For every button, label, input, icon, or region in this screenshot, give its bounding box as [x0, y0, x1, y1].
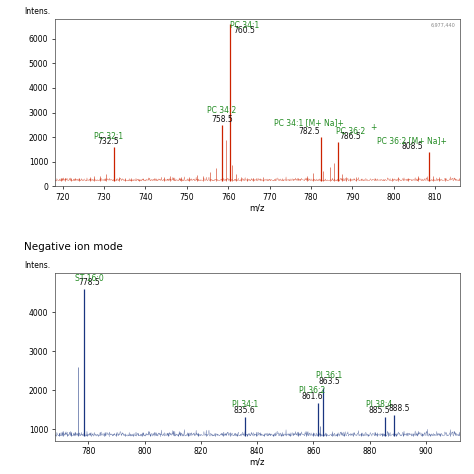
Text: 861.6: 861.6 [301, 392, 323, 401]
Text: Intens.: Intens. [24, 261, 50, 270]
Text: 885.5: 885.5 [369, 406, 391, 415]
Text: PC 36:2: PC 36:2 [336, 127, 365, 136]
Text: 778.5: 778.5 [79, 278, 100, 287]
Text: ST 16:0: ST 16:0 [75, 274, 104, 283]
X-axis label: m/z: m/z [249, 457, 265, 466]
Text: PI 36:2: PI 36:2 [299, 386, 326, 395]
Text: PI 38:4: PI 38:4 [366, 400, 392, 409]
Text: 808.5: 808.5 [401, 142, 423, 151]
Text: Negative ion mode: Negative ion mode [24, 242, 123, 252]
Text: PC 36:2 [M+ Na]+: PC 36:2 [M+ Na]+ [377, 136, 447, 145]
Text: PC 34:2: PC 34:2 [207, 106, 237, 115]
Text: PI 36:1: PI 36:1 [316, 371, 342, 380]
Text: 888.5: 888.5 [389, 404, 410, 413]
Text: PC 32:1: PC 32:1 [94, 132, 123, 141]
Text: 760.5: 760.5 [234, 26, 255, 35]
Text: 6,977,440: 6,977,440 [431, 22, 456, 27]
Text: Intens.: Intens. [24, 7, 50, 16]
Text: PC 34:1: PC 34:1 [230, 21, 259, 30]
Text: +: + [370, 123, 376, 132]
Text: PC 34:1 [M+ Na]+: PC 34:1 [M+ Na]+ [274, 118, 344, 128]
Text: 786.5: 786.5 [339, 132, 361, 141]
Text: 782.5: 782.5 [298, 127, 319, 136]
X-axis label: m/z: m/z [249, 203, 265, 212]
Text: 835.6: 835.6 [234, 406, 255, 415]
Text: 863.5: 863.5 [318, 377, 340, 386]
Text: PI 34:1: PI 34:1 [232, 400, 258, 409]
Text: 758.5: 758.5 [211, 115, 233, 124]
Text: 732.5: 732.5 [97, 137, 119, 146]
